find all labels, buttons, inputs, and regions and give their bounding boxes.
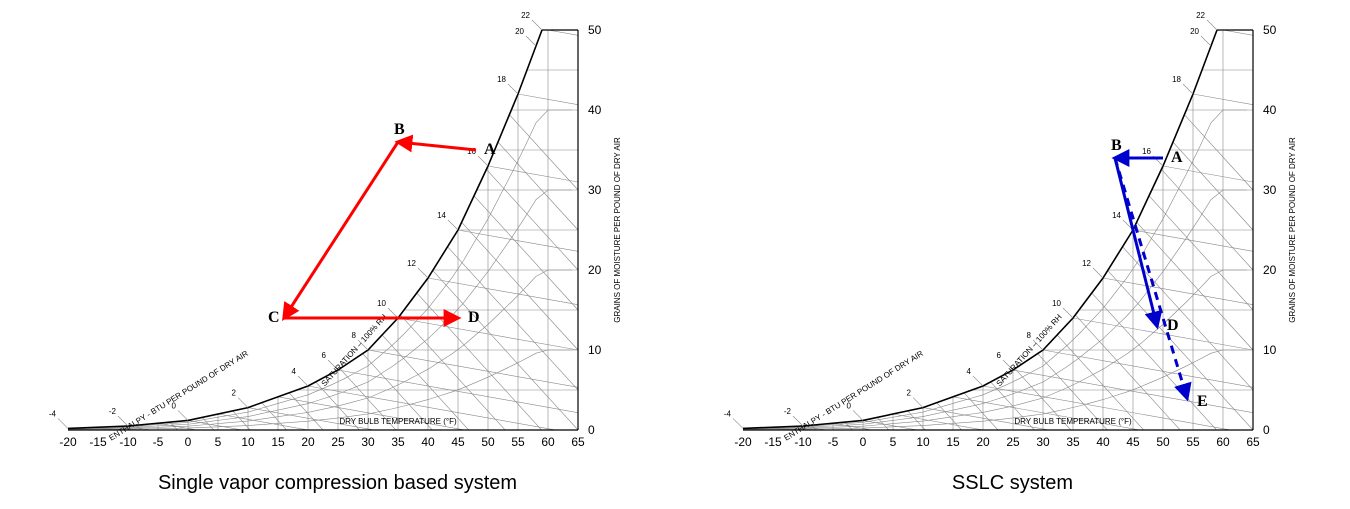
svg-text:15: 15 [946, 435, 960, 449]
svg-text:6: 6 [321, 351, 326, 360]
svg-text:25: 25 [331, 435, 345, 449]
panel-right: -4-20246810121416182022-20-15-10-5051015… [703, 10, 1323, 495]
svg-text:55: 55 [511, 435, 525, 449]
caption-left: Single vapor compression based system [158, 472, 517, 495]
svg-text:0: 0 [859, 435, 866, 449]
svg-text:40: 40 [1263, 103, 1277, 117]
svg-text:-10: -10 [119, 435, 137, 449]
svg-text:20: 20 [515, 27, 524, 36]
svg-text:65: 65 [1246, 435, 1260, 449]
svg-text:30: 30 [1036, 435, 1050, 449]
svg-text:2: 2 [906, 389, 911, 398]
svg-text:-15: -15 [89, 435, 107, 449]
svg-text:30: 30 [588, 183, 602, 197]
svg-text:45: 45 [1126, 435, 1140, 449]
svg-text:DRY BULB TEMPERATURE (°F): DRY BULB TEMPERATURE (°F) [339, 417, 457, 426]
svg-text:20: 20 [1190, 27, 1199, 36]
figure-wrap: -4-20246810121416182022-20-15-10-5051015… [0, 10, 1350, 495]
svg-text:-5: -5 [827, 435, 838, 449]
svg-text:55: 55 [1186, 435, 1200, 449]
svg-text:GRAINS OF MOISTURE PER POUND O: GRAINS OF MOISTURE PER POUND OF DRY AIR [613, 137, 622, 323]
svg-text:-15: -15 [764, 435, 782, 449]
svg-text:14: 14 [1112, 211, 1121, 220]
svg-text:65: 65 [571, 435, 585, 449]
svg-text:20: 20 [976, 435, 990, 449]
svg-text:5: 5 [214, 435, 221, 449]
svg-text:-4: -4 [48, 409, 56, 418]
svg-text:GRAINS OF MOISTURE PER POUND O: GRAINS OF MOISTURE PER POUND OF DRY AIR [1288, 137, 1297, 323]
svg-text:18: 18 [1172, 75, 1181, 84]
svg-text:B: B [1111, 137, 1122, 154]
svg-text:35: 35 [391, 435, 405, 449]
svg-text:8: 8 [1026, 331, 1031, 340]
svg-text:45: 45 [451, 435, 465, 449]
svg-text:40: 40 [1096, 435, 1110, 449]
svg-text:20: 20 [1263, 263, 1277, 277]
svg-text:2: 2 [231, 389, 236, 398]
svg-text:-4: -4 [723, 409, 731, 418]
svg-text:B: B [394, 121, 405, 138]
svg-text:10: 10 [916, 435, 930, 449]
svg-text:15: 15 [271, 435, 285, 449]
svg-text:4: 4 [966, 367, 971, 376]
svg-text:10: 10 [588, 343, 602, 357]
svg-text:60: 60 [1216, 435, 1230, 449]
svg-text:0: 0 [588, 423, 595, 437]
svg-text:A: A [1171, 149, 1183, 166]
svg-text:0: 0 [1263, 423, 1270, 437]
svg-text:-2: -2 [108, 407, 116, 416]
svg-text:22: 22 [521, 11, 530, 20]
svg-text:5: 5 [889, 435, 896, 449]
svg-text:22: 22 [1196, 11, 1205, 20]
svg-text:6: 6 [996, 351, 1001, 360]
svg-text:16: 16 [1142, 147, 1151, 156]
svg-text:8: 8 [351, 331, 356, 340]
svg-text:35: 35 [1066, 435, 1080, 449]
svg-text:50: 50 [1263, 23, 1277, 37]
svg-text:10: 10 [241, 435, 255, 449]
svg-text:-10: -10 [794, 435, 812, 449]
svg-text:50: 50 [588, 23, 602, 37]
svg-text:20: 20 [588, 263, 602, 277]
svg-text:20: 20 [301, 435, 315, 449]
svg-text:-2: -2 [783, 407, 791, 416]
svg-text:10: 10 [377, 299, 386, 308]
psychro-chart-right: -4-20246810121416182022-20-15-10-5051015… [703, 10, 1323, 470]
psychro-chart-left: -4-20246810121416182022-20-15-10-5051015… [28, 10, 648, 470]
svg-text:-20: -20 [734, 435, 752, 449]
svg-text:60: 60 [541, 435, 555, 449]
svg-text:14: 14 [437, 211, 446, 220]
svg-text:10: 10 [1052, 299, 1061, 308]
svg-text:25: 25 [1006, 435, 1020, 449]
svg-text:0: 0 [184, 435, 191, 449]
svg-text:10: 10 [1263, 343, 1277, 357]
svg-text:50: 50 [481, 435, 495, 449]
svg-text:30: 30 [1263, 183, 1277, 197]
svg-text:-5: -5 [152, 435, 163, 449]
svg-text:D: D [468, 309, 480, 326]
svg-text:12: 12 [1082, 259, 1091, 268]
svg-text:E: E [1197, 393, 1208, 410]
svg-text:40: 40 [588, 103, 602, 117]
svg-text:4: 4 [291, 367, 296, 376]
svg-text:50: 50 [1156, 435, 1170, 449]
svg-text:12: 12 [407, 259, 416, 268]
caption-right: SSLC system [952, 472, 1073, 495]
svg-text:D: D [1167, 317, 1179, 334]
svg-text:A: A [484, 141, 496, 158]
svg-text:40: 40 [421, 435, 435, 449]
panel-left: -4-20246810121416182022-20-15-10-5051015… [28, 10, 648, 495]
svg-text:18: 18 [497, 75, 506, 84]
svg-text:-20: -20 [59, 435, 77, 449]
svg-text:C: C [268, 309, 280, 326]
svg-text:DRY BULB TEMPERATURE (°F): DRY BULB TEMPERATURE (°F) [1014, 417, 1132, 426]
svg-text:30: 30 [361, 435, 375, 449]
